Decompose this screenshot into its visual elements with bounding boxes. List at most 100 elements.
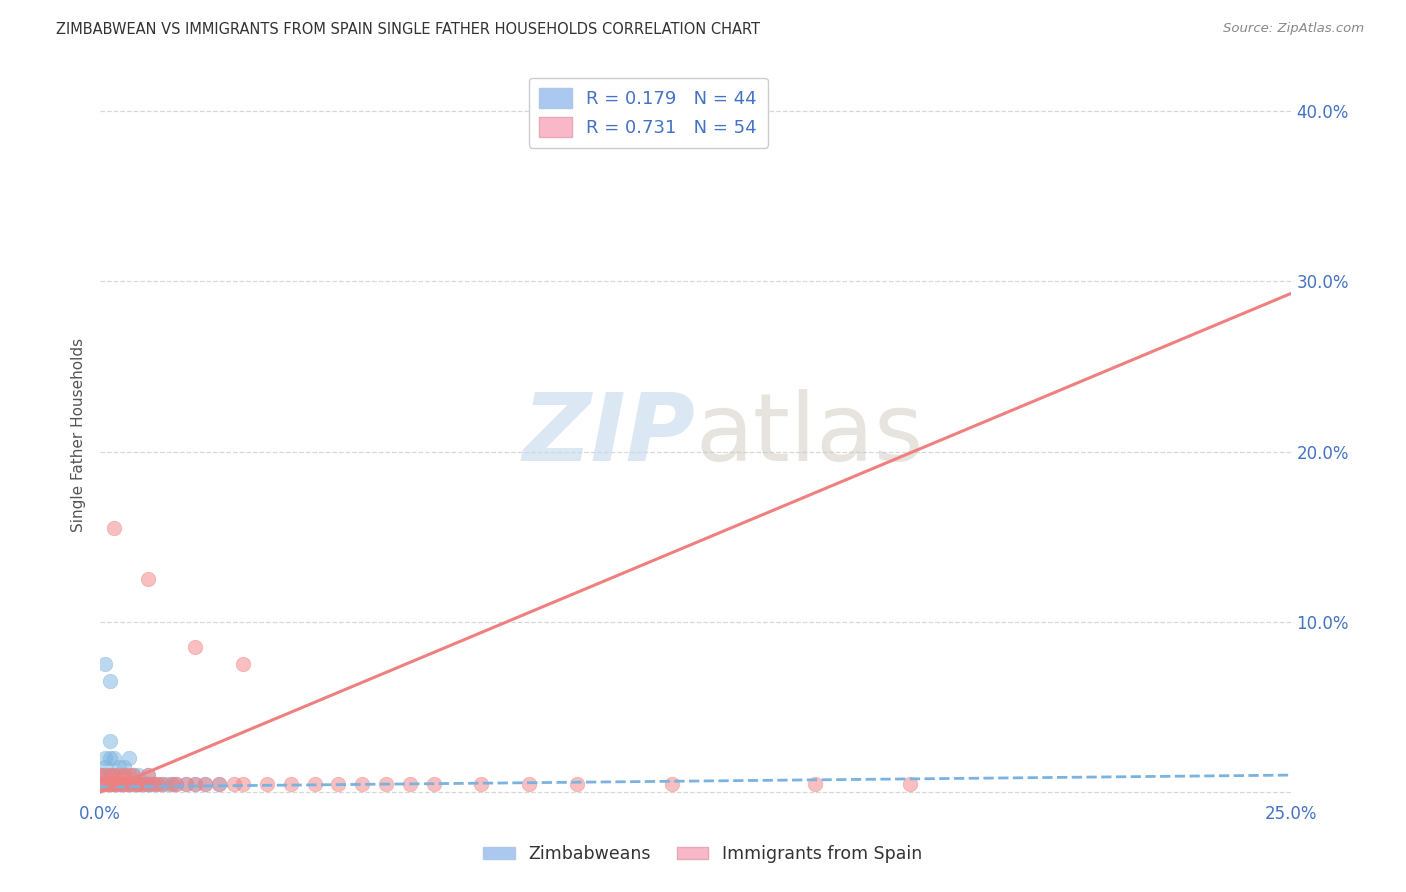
Point — [661, 776, 683, 790]
Point — [174, 776, 197, 790]
Point — [103, 776, 125, 790]
Point — [127, 776, 149, 790]
Point — [122, 776, 145, 790]
Point — [132, 776, 155, 790]
Point — [136, 768, 159, 782]
Point — [127, 776, 149, 790]
Point — [422, 776, 444, 790]
Point — [98, 776, 121, 790]
Point — [108, 776, 131, 790]
Point — [98, 776, 121, 790]
Point — [112, 768, 135, 782]
Point — [184, 776, 207, 790]
Point — [127, 768, 149, 782]
Point — [103, 751, 125, 765]
Point — [103, 521, 125, 535]
Point — [165, 776, 187, 790]
Point — [136, 776, 159, 790]
Point — [127, 776, 149, 790]
Point — [150, 776, 173, 790]
Point — [304, 776, 326, 790]
Point — [174, 776, 197, 790]
Point — [184, 640, 207, 655]
Point — [94, 768, 117, 782]
Text: atlas: atlas — [696, 389, 924, 481]
Point — [127, 776, 149, 790]
Point — [136, 776, 159, 790]
Point — [804, 776, 827, 790]
Point — [98, 734, 121, 748]
Point — [898, 776, 921, 790]
Point — [256, 776, 278, 790]
Point — [232, 657, 254, 672]
Point — [146, 776, 169, 790]
Point — [222, 776, 245, 790]
Point — [98, 674, 121, 689]
Point — [565, 776, 588, 790]
Point — [89, 768, 111, 782]
Point — [98, 751, 121, 765]
Point — [136, 572, 159, 586]
Point — [94, 768, 117, 782]
Point — [375, 776, 398, 790]
Point — [94, 776, 117, 790]
Y-axis label: Single Father Households: Single Father Households — [72, 337, 86, 532]
Point — [118, 768, 141, 782]
Point — [146, 776, 169, 790]
Point — [352, 776, 374, 790]
Point — [103, 768, 125, 782]
Point — [184, 776, 207, 790]
Text: ZIMBABWEAN VS IMMIGRANTS FROM SPAIN SINGLE FATHER HOUSEHOLDS CORRELATION CHART: ZIMBABWEAN VS IMMIGRANTS FROM SPAIN SING… — [56, 22, 761, 37]
Point — [112, 776, 135, 790]
Point — [232, 776, 254, 790]
Point — [517, 776, 540, 790]
Point — [118, 776, 141, 790]
Point — [94, 657, 117, 672]
Point — [399, 776, 422, 790]
Point — [118, 776, 141, 790]
Point — [112, 776, 135, 790]
Point — [94, 776, 117, 790]
Point — [103, 776, 125, 790]
Point — [470, 776, 492, 790]
Point — [94, 759, 117, 773]
Point — [156, 776, 179, 790]
Point — [89, 768, 111, 782]
Legend: Zimbabweans, Immigrants from Spain: Zimbabweans, Immigrants from Spain — [477, 838, 929, 870]
Point — [108, 759, 131, 773]
Point — [108, 776, 131, 790]
Point — [122, 776, 145, 790]
Point — [118, 751, 141, 765]
Point — [103, 776, 125, 790]
Point — [98, 768, 121, 782]
Point — [122, 768, 145, 782]
Point — [108, 776, 131, 790]
Point — [328, 776, 350, 790]
Text: Source: ZipAtlas.com: Source: ZipAtlas.com — [1223, 22, 1364, 36]
Point — [122, 768, 145, 782]
Point — [160, 776, 183, 790]
Point — [136, 776, 159, 790]
Point — [108, 768, 131, 782]
Point — [98, 776, 121, 790]
Point — [141, 776, 163, 790]
Point — [194, 776, 217, 790]
Point — [208, 776, 231, 790]
Point — [150, 776, 173, 790]
Point — [165, 776, 187, 790]
Point — [103, 776, 125, 790]
Point — [208, 776, 231, 790]
Point — [89, 776, 111, 790]
Point — [118, 776, 141, 790]
Point — [112, 776, 135, 790]
Point — [112, 759, 135, 773]
Point — [112, 768, 135, 782]
Point — [103, 768, 125, 782]
Point — [141, 776, 163, 790]
Point — [132, 776, 155, 790]
Legend: R = 0.179   N = 44, R = 0.731   N = 54: R = 0.179 N = 44, R = 0.731 N = 54 — [529, 78, 768, 148]
Point — [160, 776, 183, 790]
Point — [94, 751, 117, 765]
Point — [98, 768, 121, 782]
Text: ZIP: ZIP — [523, 389, 696, 481]
